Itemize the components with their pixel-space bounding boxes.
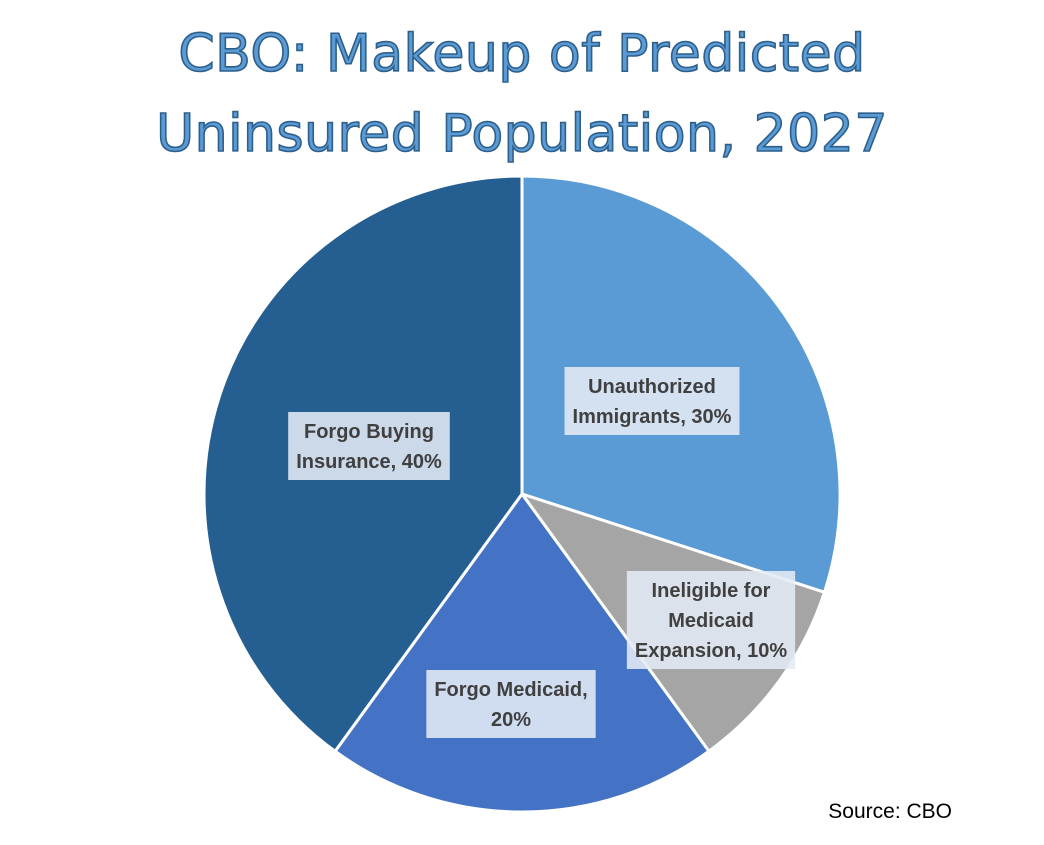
data-label-unauthorized-immigrants: Unauthorized Immigrants, 30% [564, 367, 740, 435]
data-label-forgo-buying-insurance: Forgo Buying Insurance, 40% [288, 412, 450, 480]
chart-title-line-1: CBO: Makeup of Predicted [178, 23, 866, 85]
data-label-line: Expansion, 10% [635, 640, 787, 662]
data-label-box [626, 571, 796, 669]
chart-title: CBO: Makeup of Predicted Uninsured Popul… [0, 14, 1044, 174]
data-label-line: Forgo Buying [304, 421, 434, 443]
data-label-ineligible-medicaid-expansion: Ineligible for Medicaid Expansion, 10% [626, 571, 796, 669]
data-label-line: Unauthorized [588, 376, 716, 398]
source-note: Source: CBO [828, 800, 952, 823]
data-label-line: 20% [491, 709, 531, 731]
data-label-line: Immigrants, 30% [573, 406, 732, 428]
data-label-line: Ineligible for [652, 580, 771, 602]
data-label-box [426, 670, 596, 738]
data-label-line: Medicaid [668, 610, 754, 632]
data-label-forgo-medicaid: Forgo Medicaid, 20% [426, 670, 596, 738]
pie-data-labels: Unauthorized Immigrants, 30% Ineligible fo… [288, 367, 796, 738]
data-label-box [288, 412, 450, 480]
data-label-line: Insurance, 40% [296, 451, 442, 473]
data-label-line: Forgo Medicaid, [434, 679, 587, 701]
data-label-box [564, 367, 740, 435]
chart-title-line-2: Uninsured Population, 2027 [155, 103, 888, 165]
